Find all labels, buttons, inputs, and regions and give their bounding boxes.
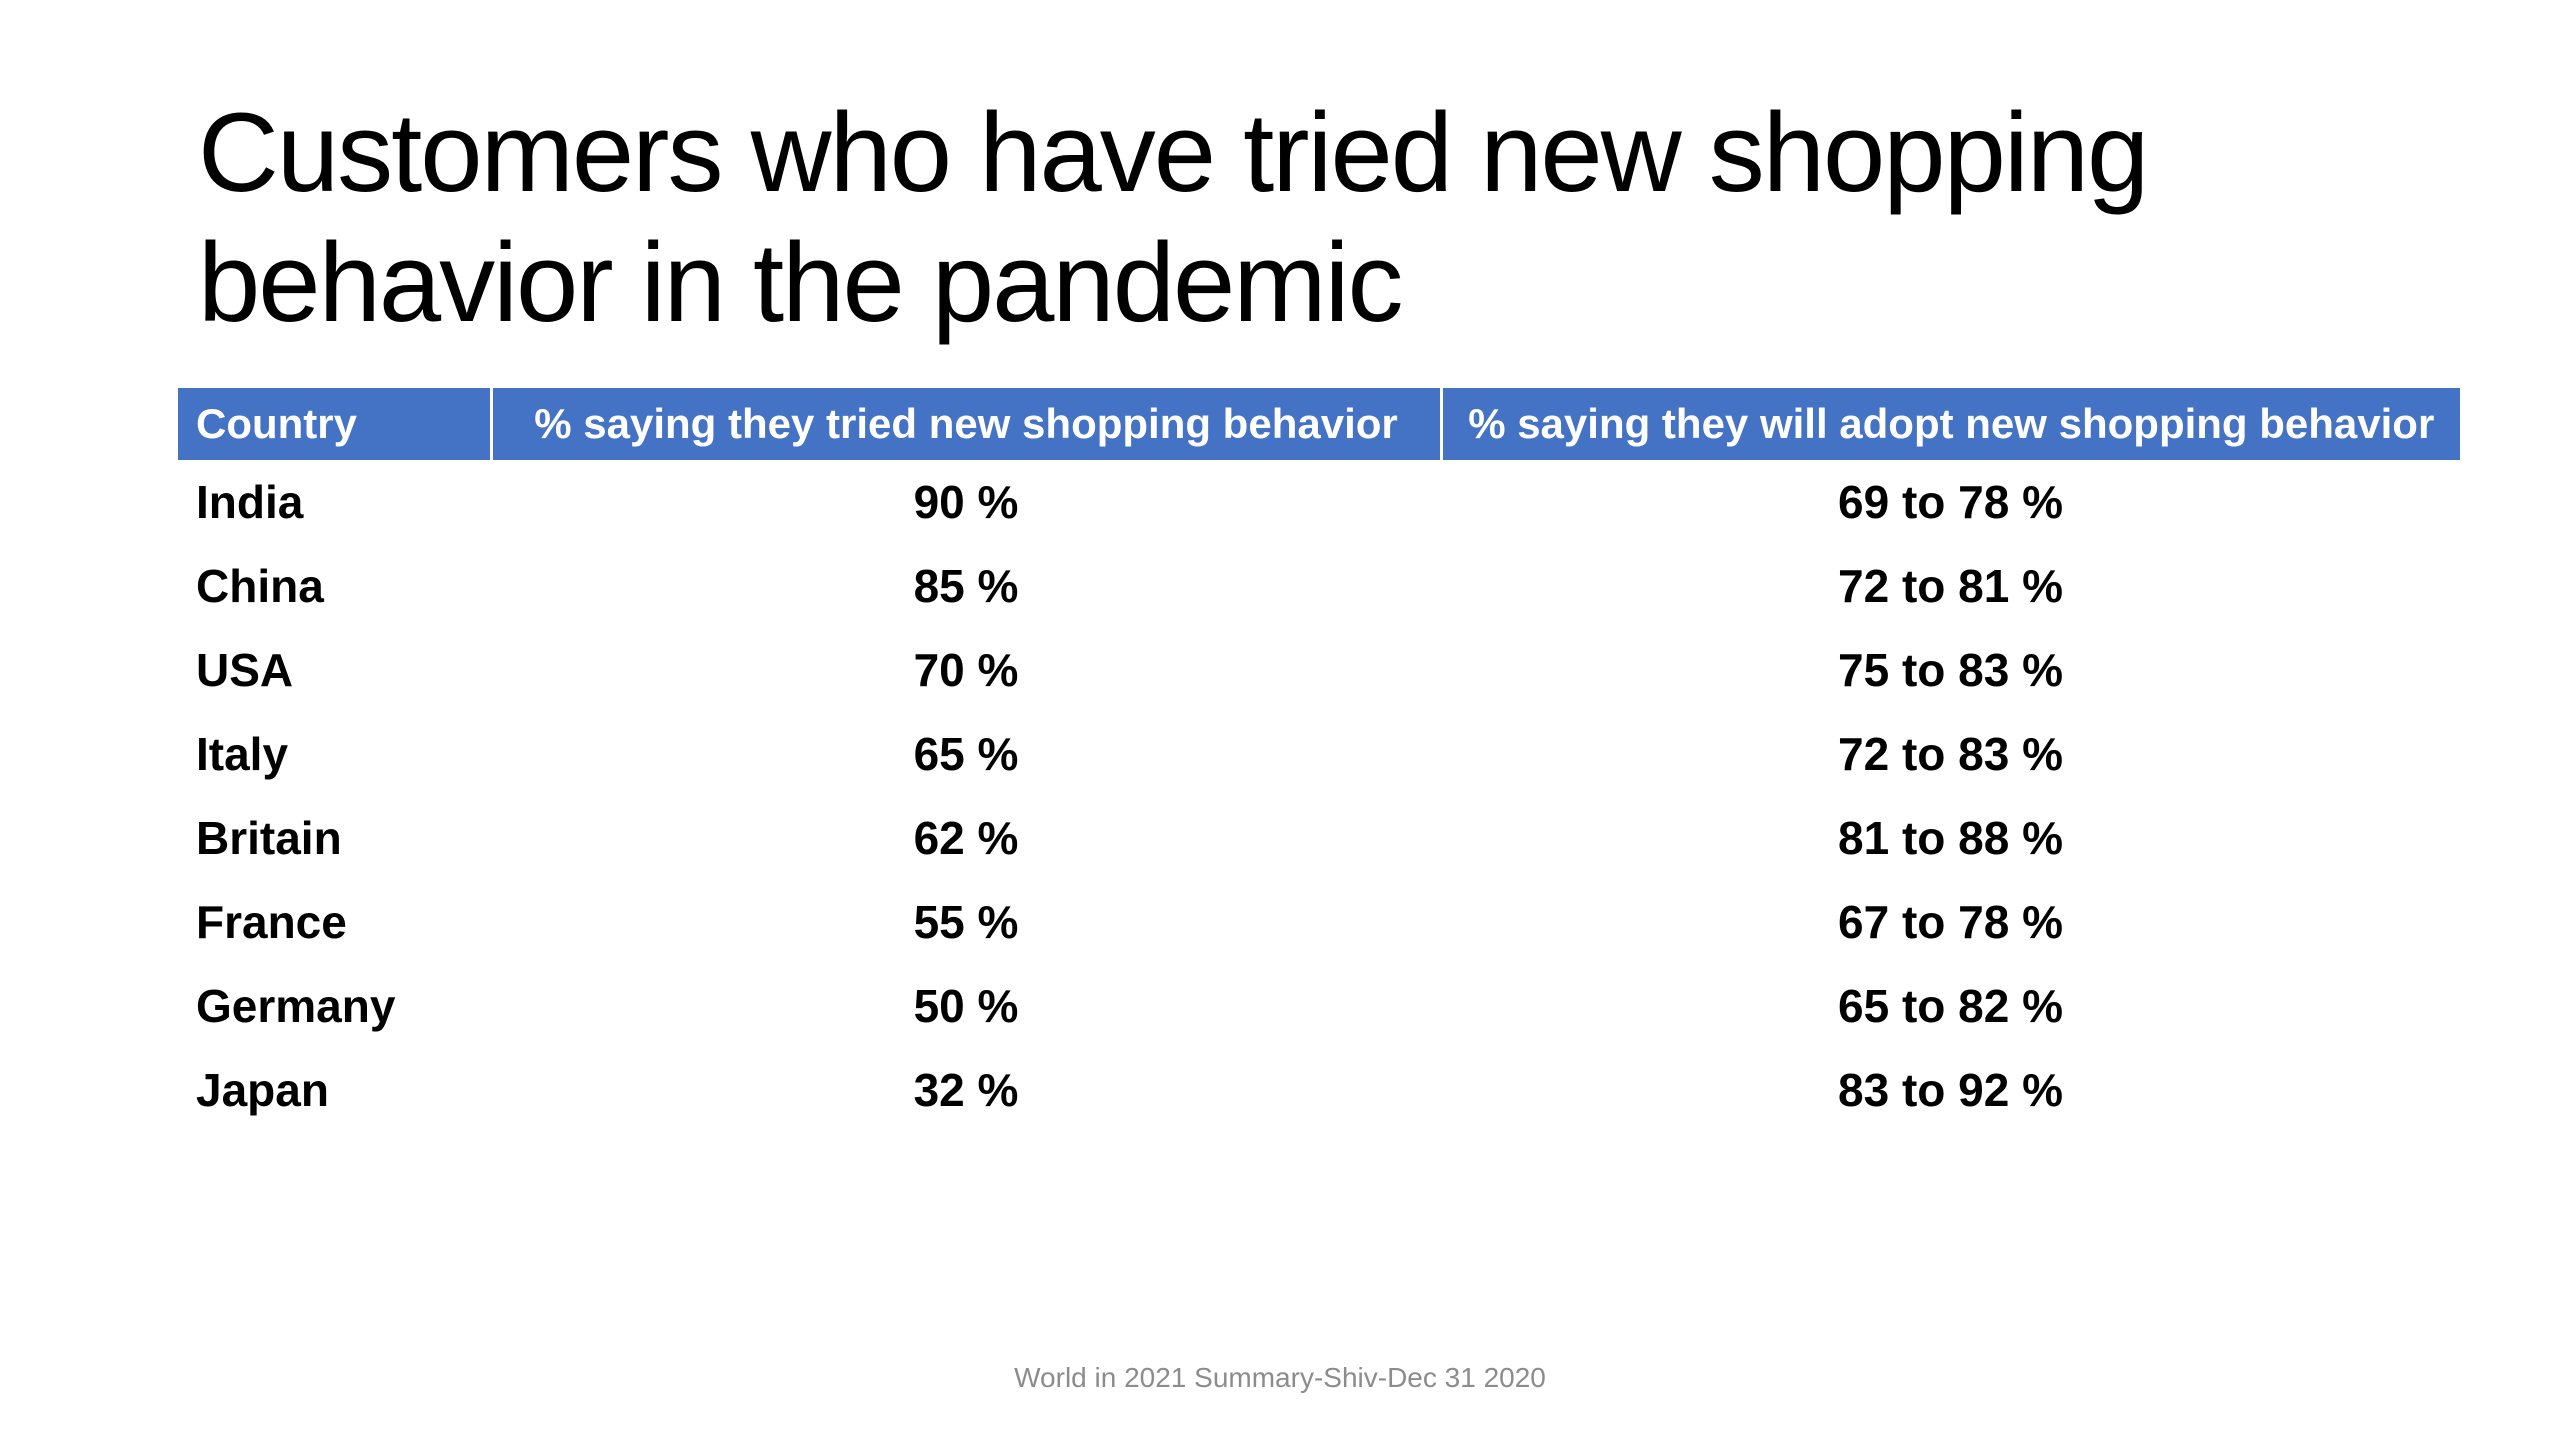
country-cell: Britain <box>196 812 342 864</box>
table-row: USA 70 % 75 to 83 % <box>178 628 2460 712</box>
tried-percent-cell: 55 % <box>913 896 1019 948</box>
table-row: Germany 50 % 65 to 82 % <box>178 964 2460 1048</box>
country-cell: India <box>196 476 304 528</box>
table-row: Britain 62 % 81 to 88 % <box>178 796 2460 880</box>
column-header-tried: % saying they tried new shopping behavio… <box>489 388 1441 460</box>
slide-title: Customers who have tried new shopping be… <box>198 88 2398 348</box>
adopt-range-cell: 67 to 78 % <box>1838 896 2063 948</box>
country-cell: USA <box>196 644 294 696</box>
column-header-country: Country <box>178 388 491 460</box>
adopt-range-cell: 65 to 82 % <box>1838 980 2063 1032</box>
slide-title-line-1: Customers who have tried new shopping <box>198 90 2149 215</box>
slide-title-line-2: behavior in the pandemic <box>198 220 1403 345</box>
table-row: China 85 % 72 to 81 % <box>178 544 2460 628</box>
country-cell: China <box>196 560 324 612</box>
table-body: India 90 % 69 to 78 % China 85 % 72 to 8… <box>178 460 2460 1132</box>
country-cell: France <box>196 896 347 948</box>
country-cell: Italy <box>196 728 289 780</box>
adopt-range-cell: 69 to 78 % <box>1838 476 2063 528</box>
adopt-range-cell: 72 to 81 % <box>1838 560 2063 612</box>
adopt-range-cell: 81 to 88 % <box>1838 812 2063 864</box>
column-header-will-adopt: % saying they will adopt new shopping be… <box>1439 388 2460 460</box>
slide-footer: World in 2021 Summary-Shiv-Dec 31 2020 <box>1014 1362 1546 1393</box>
tried-percent-cell: 62 % <box>913 812 1019 864</box>
tried-percent-cell: 32 % <box>913 1064 1019 1116</box>
table-row: Italy 65 % 72 to 83 % <box>178 712 2460 796</box>
tried-percent-cell: 70 % <box>913 644 1019 696</box>
adopt-range-cell: 75 to 83 % <box>1838 644 2063 696</box>
country-cell: Germany <box>196 980 396 1032</box>
tried-percent-cell: 90 % <box>913 476 1019 528</box>
country-cell: Japan <box>196 1064 329 1116</box>
table-row: France 55 % 67 to 78 % <box>178 880 2460 964</box>
tried-percent-cell: 50 % <box>913 980 1019 1032</box>
tried-percent-cell: 85 % <box>913 560 1019 612</box>
table-header-row: Country % saying they tried new shopping… <box>178 388 2460 460</box>
table-header: Country % saying they tried new shopping… <box>178 388 2460 460</box>
tried-percent-cell: 65 % <box>913 728 1019 780</box>
adopt-range-cell: 83 to 92 % <box>1838 1064 2063 1116</box>
table-row: Japan 32 % 83 to 92 % <box>178 1048 2460 1132</box>
table-row: India 90 % 69 to 78 % <box>178 460 2460 544</box>
shopping-behavior-table: Country % saying they tried new shopping… <box>178 388 2460 1132</box>
adopt-range-cell: 72 to 83 % <box>1838 728 2063 780</box>
